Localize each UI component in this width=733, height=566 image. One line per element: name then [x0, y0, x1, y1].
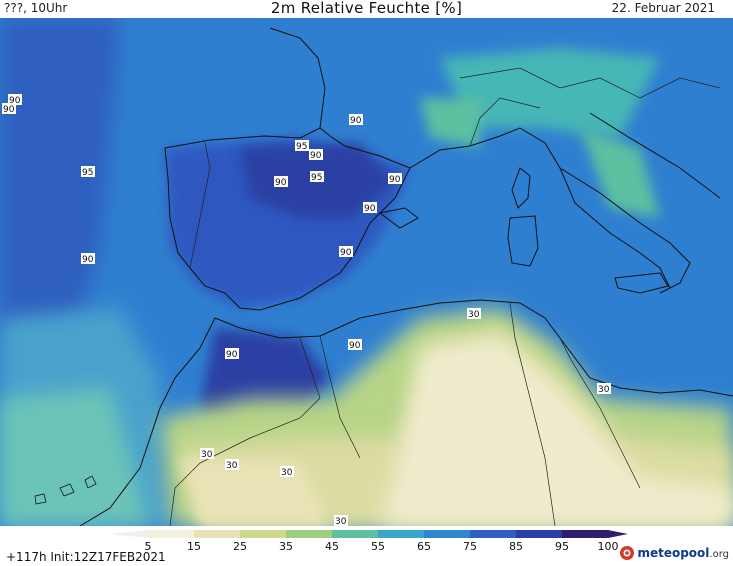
svg-text:30: 30 — [598, 385, 610, 395]
humidity-field — [0, 18, 733, 526]
colorbar-tick-label: 100 — [597, 540, 619, 553]
svg-text:30: 30 — [468, 310, 480, 320]
svg-text:90: 90 — [364, 204, 376, 214]
colorbar-tick-label: 5 — [144, 540, 152, 553]
humidity-map: 90 90 95 90 90 95 90 90 95 90 90 90 90 9… — [0, 18, 733, 526]
contour-label: 90 — [274, 176, 288, 188]
contour-label: 30 — [597, 383, 611, 395]
contour-label: 90 — [81, 253, 95, 265]
forecast-date: 22. Februar 2021 — [611, 1, 715, 15]
colorbar-segment — [470, 530, 517, 538]
map-footer: 5 15 25 35 45 55 65 75 85 95 100 +117h Init:12Z17F… — [0, 526, 733, 566]
svg-text:90: 90 — [349, 341, 361, 351]
contour-label: 30 — [334, 515, 348, 526]
svg-text:90: 90 — [3, 105, 15, 115]
svg-text:95: 95 — [296, 142, 307, 152]
colorbar — [108, 530, 628, 538]
map-title: 2m Relative Feuchte [%] — [270, 0, 463, 17]
contour-label: 90 — [348, 339, 362, 351]
logo-text: meteopool.org — [637, 546, 729, 560]
contour-label: 90 — [8, 94, 22, 106]
contour-label: 90 — [349, 114, 363, 126]
svg-text:30: 30 — [335, 517, 347, 526]
colorbar-segment — [516, 530, 563, 538]
colorbar-segment — [562, 530, 609, 538]
colorbar-tick-label: 65 — [417, 540, 431, 553]
contour-label: 90 — [339, 246, 353, 258]
map-header: ???, 10Uhr 2m Relative Feuchte [%] 22. F… — [0, 0, 733, 18]
run-info: +117h Init:12Z17FEB2021 — [6, 550, 166, 564]
colorbar-segments — [108, 530, 628, 538]
svg-text:30: 30 — [201, 450, 213, 460]
colorbar-segment — [148, 530, 195, 538]
colorbar-tick-label: 35 — [279, 540, 293, 553]
colorbar-segment — [286, 530, 333, 538]
colorbar-segment — [194, 530, 241, 538]
svg-text:90: 90 — [9, 96, 21, 106]
svg-text:95: 95 — [311, 173, 322, 183]
meteopool-logo[interactable]: meteopool.org — [619, 544, 729, 562]
svg-text:95: 95 — [82, 168, 93, 178]
colorbar-segment — [332, 530, 379, 538]
colorbar-arrow-high — [608, 530, 628, 538]
colorbar-segment — [424, 530, 471, 538]
svg-text:90: 90 — [389, 175, 401, 185]
contour-label: 90 — [225, 348, 239, 360]
coastlines — [79, 27, 733, 526]
logo-icon — [620, 546, 635, 560]
svg-text:90: 90 — [340, 248, 352, 258]
colorbar-tick-label: 15 — [187, 540, 201, 553]
svg-text:90: 90 — [310, 151, 322, 161]
contour-label: 90 — [2, 103, 16, 115]
colorbar-tick-label: 55 — [371, 540, 385, 553]
colorbar-segment — [240, 530, 287, 538]
colorbar-tick-label: 45 — [325, 540, 339, 553]
colorbar-arrow-low — [108, 530, 148, 538]
contour-label: 90 — [309, 149, 323, 161]
svg-text:90: 90 — [226, 350, 238, 360]
contour-label: 95 — [81, 166, 95, 178]
contour-label: 30 — [200, 448, 214, 460]
svg-text:90: 90 — [350, 116, 362, 126]
svg-text:90: 90 — [82, 255, 94, 265]
contour-labels: 90 90 95 90 90 95 90 90 95 90 90 90 90 9… — [2, 94, 611, 526]
svg-text:90: 90 — [275, 178, 287, 188]
contour-label: 30 — [280, 466, 294, 478]
colorbar-tick-label: 95 — [555, 540, 569, 553]
contour-label: 90 — [388, 173, 402, 185]
colorbar-tick-label: 75 — [463, 540, 477, 553]
colorbar-tick-label: 25 — [233, 540, 247, 553]
svg-text:30: 30 — [226, 461, 238, 471]
forecast-time: ???, 10Uhr — [4, 1, 68, 15]
canary-islands — [34, 475, 97, 505]
contour-label: 95 — [295, 140, 309, 152]
contour-label: 30 — [225, 459, 239, 471]
contour-label: 90 — [363, 202, 377, 214]
colorbar-segment — [378, 530, 425, 538]
svg-text:30: 30 — [281, 468, 293, 478]
borders — [169, 67, 721, 526]
colorbar-tick-label: 85 — [509, 540, 523, 553]
contour-label: 30 — [467, 308, 481, 320]
contour-label: 95 — [310, 171, 324, 183]
